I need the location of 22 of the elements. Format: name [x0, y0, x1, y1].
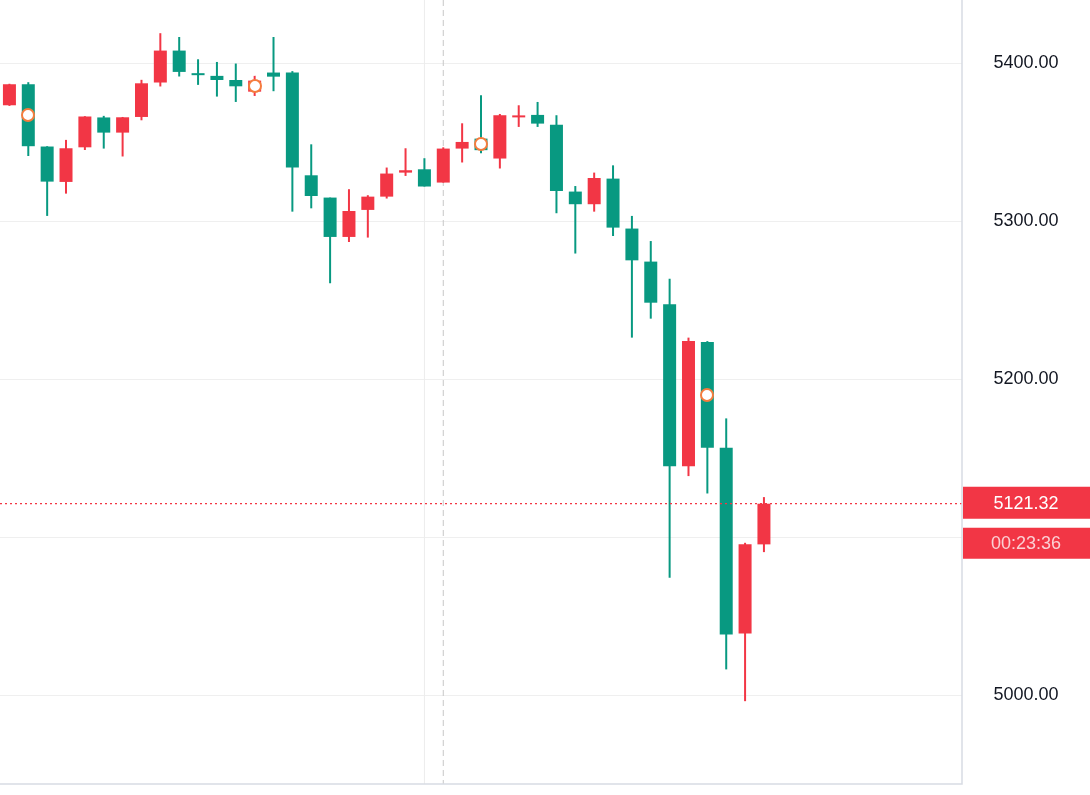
candlestick: [97, 114, 111, 150]
candlestick: [531, 100, 545, 128]
candlestick: [210, 60, 224, 98]
candlestick: [172, 35, 186, 78]
candlestick: [399, 147, 413, 177]
y-tick-label: 5300.00: [993, 210, 1059, 231]
candlestick: [191, 58, 205, 86]
candlestick: [361, 194, 375, 239]
text: 00:23:36: [990, 532, 1062, 553]
candlestick: [455, 122, 469, 164]
candlestick: [512, 104, 526, 128]
y-tick-label: 5400.00: [993, 52, 1059, 73]
candlestick: [229, 62, 243, 103]
candlestick: [417, 157, 431, 188]
candlestick: [380, 166, 394, 200]
y-tick-label: 5200.00: [993, 368, 1059, 389]
candlestick: [116, 115, 130, 158]
candlestick: [568, 185, 582, 255]
ref-line-label: 5121.32: [993, 492, 1059, 513]
candlestick: [304, 143, 318, 210]
y-tick-label: 5000.00: [993, 684, 1059, 705]
candlestick: [267, 35, 281, 93]
